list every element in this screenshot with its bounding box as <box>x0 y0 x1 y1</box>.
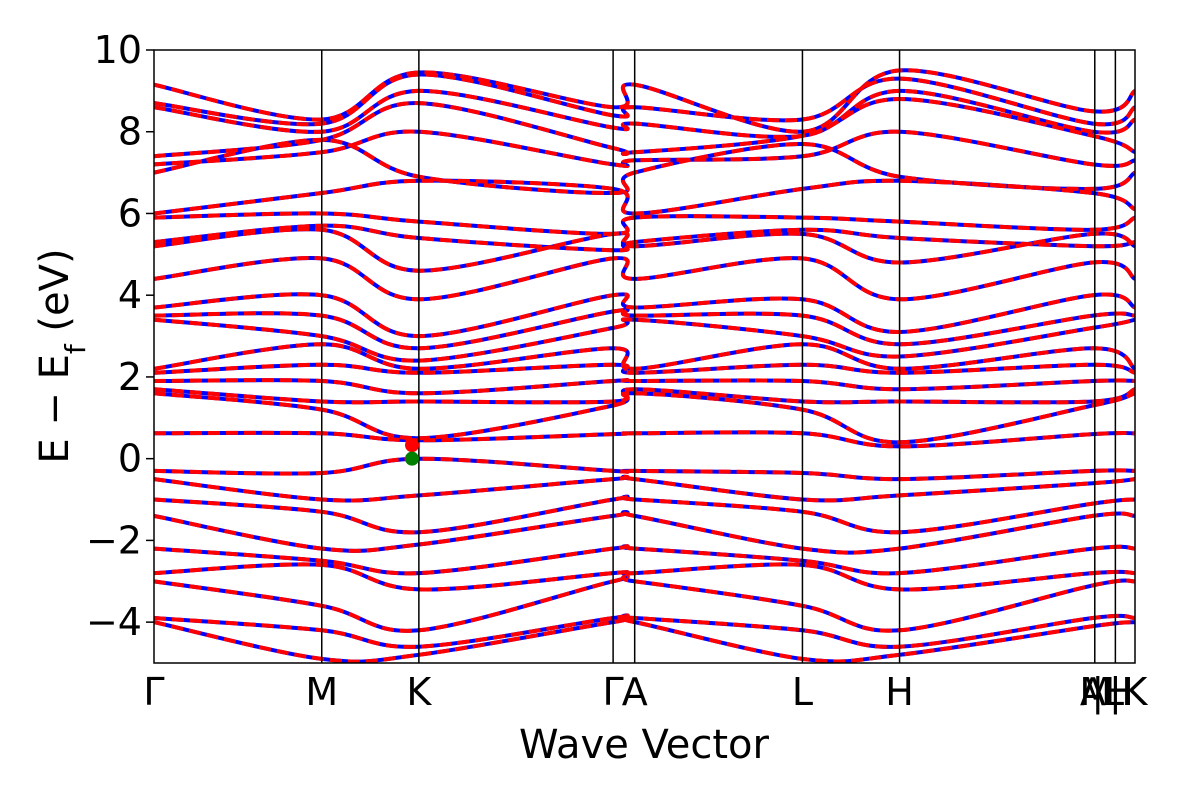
plot-frame <box>153 49 1136 664</box>
band-line-dashed <box>154 391 1135 445</box>
y-tick-label: 10 <box>94 28 142 72</box>
band-line-dashed <box>154 562 1135 592</box>
x-tick-label: L <box>1103 670 1124 714</box>
band-line-dashed <box>154 211 1135 236</box>
x-tick-label: M <box>305 670 338 714</box>
band-edge-marker <box>405 438 420 453</box>
band-line-dashed <box>154 494 1135 535</box>
kpoint-separators <box>321 50 1117 663</box>
band-line-dashed <box>154 129 1135 168</box>
x-tick-label: A <box>1080 670 1106 714</box>
band-line-dashed <box>154 456 1135 482</box>
y-axis-title-prefix: E − E <box>32 354 78 464</box>
x-tick-label: | <box>1109 670 1122 715</box>
band-line-dashed <box>154 342 1135 371</box>
x-tick-label: A <box>622 670 648 714</box>
x-tick-label: Γ <box>143 670 164 714</box>
y-axis-title-subscript: f <box>59 343 92 354</box>
y-axis-title-suffix: (eV) <box>32 248 78 344</box>
band-line-dashed <box>154 317 1135 363</box>
x-tick-label: M <box>1079 670 1112 714</box>
band-line-dashed <box>154 574 1135 633</box>
y-tick-label: 8 <box>118 110 142 154</box>
band-line-dashed <box>154 387 1135 405</box>
band-line-dashed <box>154 362 1135 375</box>
x-axis-ticks: Γ M K ΓA L H AM|L|HK <box>143 670 1148 715</box>
band-line-dashed <box>154 292 1135 339</box>
x-tick-label: H <box>885 670 914 714</box>
y-tick-label: 6 <box>118 191 142 235</box>
x-tick-label: L <box>792 670 813 714</box>
band-line-dashed <box>154 307 1135 351</box>
y-axis-title: E − Ef (eV) <box>32 248 92 463</box>
band-line-dashed <box>154 510 1135 555</box>
y-tick-label: −4 <box>86 600 142 644</box>
band-line-dashed <box>154 227 1135 273</box>
band-line-dashed <box>154 544 1135 576</box>
y-axis-ticks: −4 −2 0 2 4 6 8 10 <box>86 28 154 644</box>
band-edge-markers <box>405 438 420 466</box>
x-axis-title: Wave Vector <box>519 722 770 768</box>
x-tick-label: K <box>1123 670 1149 714</box>
x-tick-label: K <box>406 670 432 714</box>
band-line-dashed <box>154 88 1135 139</box>
band-lines <box>154 68 1135 663</box>
x-tick-label: Γ <box>603 670 624 714</box>
band-line-dashed <box>154 96 1135 159</box>
band-line-dashed <box>154 378 1135 396</box>
y-tick-label: −2 <box>86 518 142 562</box>
band-line-dashed <box>154 474 1135 503</box>
band-line-dashed <box>154 615 1135 663</box>
x-tick-label: | <box>1091 670 1104 715</box>
y-tick-label: 0 <box>118 437 142 481</box>
y-tick-label: 4 <box>118 273 142 317</box>
y-tick-label: 2 <box>118 355 142 399</box>
x-tick-label: H <box>1104 670 1133 714</box>
band-edge-marker <box>405 451 420 466</box>
band-line-dashed <box>154 613 1135 649</box>
band-line-dashed <box>154 178 1135 216</box>
band-line-dashed <box>154 223 1135 253</box>
